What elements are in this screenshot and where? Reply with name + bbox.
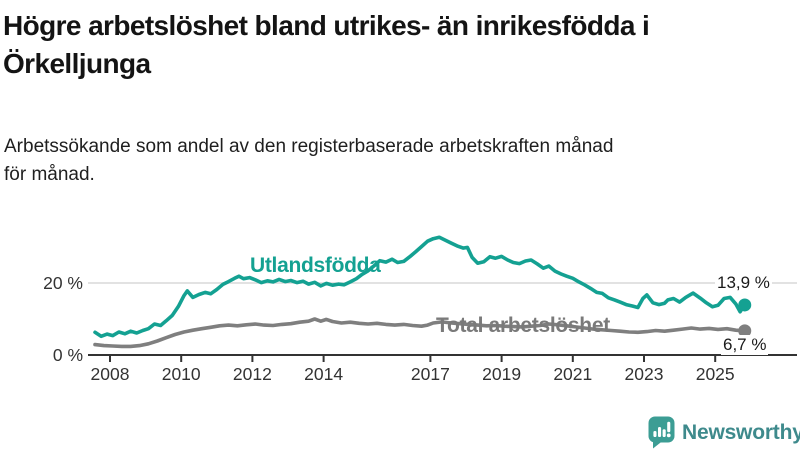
x-tick-label: 2012 — [233, 364, 272, 384]
end-value-label-total: 6,7 % — [721, 335, 769, 355]
end-dot-utlandsfodda — [738, 298, 752, 312]
x-tick-label: 2014 — [304, 364, 343, 384]
x-tick-label: 2023 — [625, 364, 664, 384]
series-line-total — [93, 317, 747, 349]
x-tick-label: 2019 — [482, 364, 521, 384]
x-tick-label: 2021 — [553, 364, 592, 384]
series-label-total-arbetsloshet: Total arbetslöshet — [436, 314, 610, 337]
chart-subtitle-line2: för månad. — [4, 164, 95, 185]
series-label-utlandsfodda: Utlandsfödda — [250, 254, 381, 277]
x-tick-label: 2008 — [91, 364, 130, 384]
chart-subtitle: Arbetssökande som andel av den registerb… — [4, 136, 614, 157]
x-tick-label: 2017 — [411, 364, 450, 384]
y-tick-label: 0 % — [53, 345, 83, 365]
newsworthy-chart-bubble-icon — [648, 416, 675, 449]
y-tick-label: 20 % — [43, 273, 83, 293]
x-tick-label: 2025 — [696, 364, 735, 384]
page-title-line2: Örkelljunga — [3, 48, 151, 79]
x-tick-label: 2010 — [162, 364, 201, 384]
page-title: Högre arbetslöshet bland utrikes- än inr… — [3, 10, 650, 41]
end-dot-total — [738, 324, 752, 338]
newsworthy-wordmark: Newsworthy — [682, 420, 800, 444]
series-line-utlandsfodda — [93, 235, 747, 339]
end-value-label-utlandsfodda: 13,9 % — [715, 273, 772, 293]
newsworthy-logo: Newsworthy — [648, 416, 800, 449]
